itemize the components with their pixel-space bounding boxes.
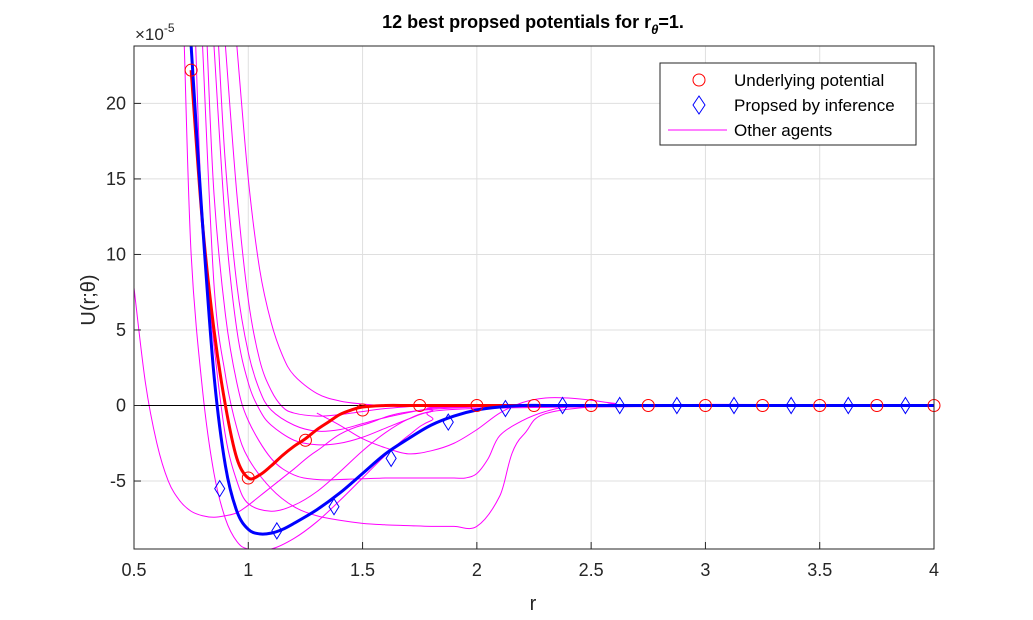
underlying-potential-marker (527, 399, 541, 413)
x-tick-label: 4 (929, 560, 939, 580)
legend-marker-underlying (692, 73, 706, 87)
inferred-potential-marker (899, 396, 912, 415)
marker-layer (184, 63, 941, 540)
y-exponent-label: ×10-5 (135, 21, 175, 44)
other-agent-curve (183, 46, 934, 549)
underlying-potential-marker (698, 399, 712, 413)
inferred-potential-marker (385, 449, 397, 468)
underlying-potential-marker (184, 63, 198, 77)
legend-box (659, 62, 917, 146)
legend-marker-inferred (692, 95, 706, 115)
inferred-potential-marker (442, 413, 454, 432)
x-tick-label: 0.5 (121, 560, 146, 580)
inferred-potential-marker (556, 396, 569, 415)
y-tick-label: 5 (116, 320, 126, 340)
other-agent-curve (202, 46, 934, 530)
axes-box (133, 45, 935, 550)
underlying-potential-marker (641, 399, 655, 413)
underlying-potential-marker (470, 399, 484, 413)
underlying-potential-marker (870, 399, 884, 413)
y-tick-label: 0 (116, 396, 126, 416)
x-tick-label: 2.5 (579, 560, 604, 580)
inferred-potential-marker (728, 396, 740, 415)
underlying-potential-marker (413, 399, 427, 413)
inferred-potential-marker (328, 497, 340, 516)
chart-title-main: 12 best propsed potentials for r (382, 12, 651, 32)
other-agent-curve (206, 46, 934, 481)
underlying-potential-marker (584, 399, 598, 413)
inferred-potential-marker (271, 521, 283, 540)
tick-labels: 0.5 1 1.5 2 2.5 3 3.5 4 -5 0 5 10 15 20 (106, 93, 939, 580)
inferred-potential-marker (842, 396, 854, 415)
x-tick-label: 3 (700, 560, 710, 580)
x-tick-label: 1 (243, 560, 253, 580)
other-agent-curve (134, 287, 934, 518)
y-tick-label: 15 (106, 169, 126, 189)
x-axis-label: r (530, 593, 537, 615)
x-tick-label: 1.5 (350, 560, 375, 580)
underlying-potential-marker (298, 433, 312, 447)
series-layer (134, 46, 934, 549)
y-tick-label: 10 (106, 244, 126, 264)
underlying-potential-marker (241, 471, 255, 485)
underlying-potential-marker (813, 399, 827, 413)
chart-title-sub: θ (651, 22, 658, 37)
y-axis-label: U(r;θ) (78, 274, 100, 325)
chart-title: 12 best propsed potentials for rθ=1. (382, 12, 684, 37)
legend: Underlying potential Propsed by inferenc… (659, 62, 917, 146)
inferred-potential-line (189, 46, 934, 536)
legend-label-underlying: Underlying potential (734, 71, 884, 90)
inferred-potential-marker (214, 479, 226, 498)
x-tick-label: 3.5 (807, 560, 832, 580)
other-agent-curve (213, 46, 934, 446)
inferred-potential-marker (614, 396, 626, 415)
inferred-potential-marker (499, 399, 512, 418)
legend-label-inferred: Propsed by inference (734, 96, 895, 115)
other-agent-curve (195, 46, 934, 512)
underlying-potential-marker (356, 403, 370, 417)
chart-title-end: =1. (658, 12, 684, 32)
y-tick-label: -5 (110, 471, 126, 491)
legend-label-others: Other agents (734, 121, 832, 140)
inferred-potential-marker (785, 396, 797, 415)
inferred-potential-marker (671, 396, 683, 415)
x-tick-label: 2 (472, 560, 482, 580)
underlying-potential-marker (756, 399, 770, 413)
other-agent-curve (316, 397, 934, 455)
y-tick-label: 20 (106, 93, 126, 113)
